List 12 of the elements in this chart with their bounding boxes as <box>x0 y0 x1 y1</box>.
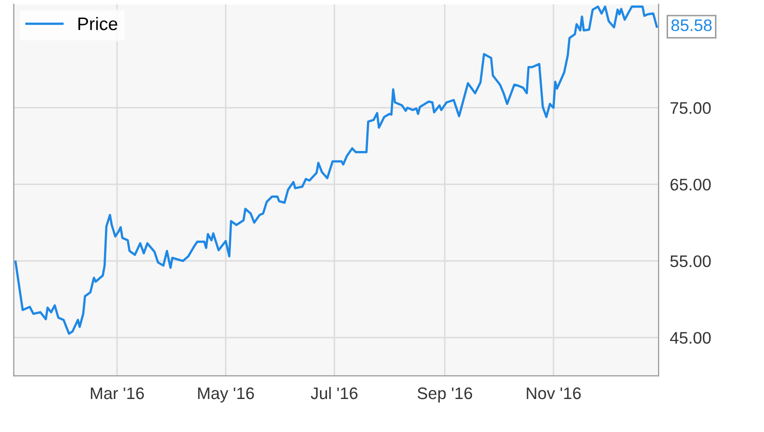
y-tick-label: 55.00 <box>670 255 711 268</box>
x-tick-label: Nov '16 <box>526 387 581 400</box>
x-tick-label: Mar '16 <box>90 387 144 400</box>
legend-label: Price <box>78 16 118 30</box>
annotation: 85.58 <box>671 19 712 32</box>
y-tick-label: 65.00 <box>670 178 711 191</box>
line-series <box>14 6 658 335</box>
x-tick-label: Sep '16 <box>418 387 472 402</box>
y-tick-label: 75.00 <box>670 102 711 114</box>
x-tick-label: May '16 <box>198 387 254 402</box>
x-tick-label: Jul '16 <box>310 386 358 400</box>
y-tick-label: 45.00 <box>670 332 711 344</box>
